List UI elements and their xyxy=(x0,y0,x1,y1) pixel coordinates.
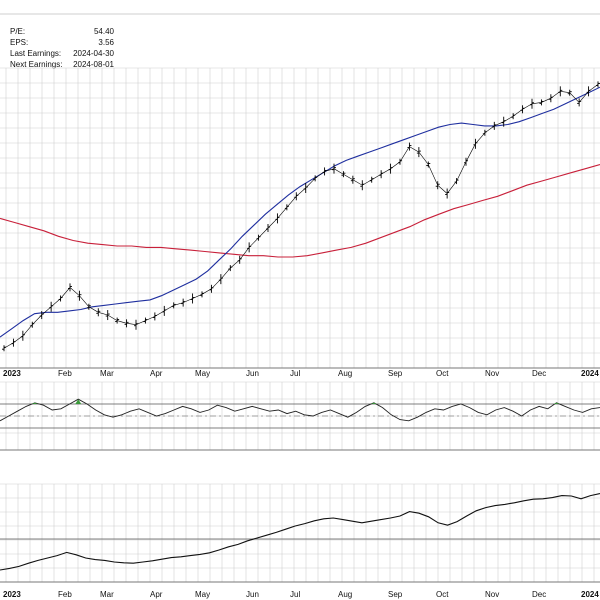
short-ma-line xyxy=(0,86,600,338)
pe-row: P/E: 54.40 xyxy=(10,26,114,37)
price-panel-grid xyxy=(0,67,600,369)
eps-label: EPS: xyxy=(10,38,29,47)
rsi-overbought-fill xyxy=(370,402,377,404)
relative-line xyxy=(0,493,600,571)
relative-x-tick-label: Apr xyxy=(150,590,163,599)
last-earnings-label: Last Earnings: xyxy=(10,49,62,58)
stats-panel: P/E: 54.40 EPS: 3.56 Last Earnings: 2024… xyxy=(10,26,114,70)
relative-x-tick-label: Feb xyxy=(58,590,72,599)
price-panel-series xyxy=(0,81,600,352)
price-x-tick-label: Apr xyxy=(150,369,163,378)
relative-x-tick-label: 2023 xyxy=(3,590,21,599)
price-x-tick-label: 2023 xyxy=(3,369,21,378)
next-earnings-row: Next Earnings: 2024-08-01 xyxy=(10,59,114,70)
last-earnings-row: Last Earnings: 2024-04-30 xyxy=(10,48,114,59)
relative-x-tick-label: Oct xyxy=(436,590,449,599)
relative-x-tick-label: Aug xyxy=(338,590,352,599)
rsi-overbought-fill xyxy=(31,402,38,404)
relative-x-tick-label: Jul xyxy=(290,590,300,599)
price-x-tick-label: Aug xyxy=(338,369,352,378)
long-ma-line xyxy=(0,163,600,258)
relative-x-tick-label: 2024 xyxy=(581,590,599,599)
price-x-tick-label: Jul xyxy=(290,369,300,378)
price-x-tick-label: Nov xyxy=(485,369,499,378)
rsi-overbought-fill xyxy=(75,399,82,404)
eps-row: EPS: 3.56 xyxy=(10,37,114,48)
price-x-tick-label: Dec xyxy=(532,369,546,378)
next-earnings-value: 2024-08-01 xyxy=(73,60,114,69)
relative-panel-x-axis: 2023 Feb Mar Apr May Jun Jul Aug Sep Oct Nov Dec 202… xyxy=(3,590,599,599)
price-line xyxy=(3,84,599,349)
price-x-tick-label: Mar xyxy=(100,369,114,378)
pe-value: 54.40 xyxy=(93,27,114,36)
relative-panel-series xyxy=(0,493,600,571)
relative-x-tick-label: Dec xyxy=(532,590,546,599)
relative-x-tick-label: Nov xyxy=(485,590,499,599)
relative-x-tick-label: Sep xyxy=(388,590,403,599)
price-x-tick-label: 2024 xyxy=(581,369,599,378)
pe-label: P/E: xyxy=(10,27,26,36)
relative-x-tick-label: May xyxy=(195,590,210,599)
rsi-line xyxy=(0,398,600,422)
last-earnings-value: 2024-04-30 xyxy=(73,49,114,58)
price-x-tick-label: Sep xyxy=(388,369,403,378)
price-x-tick-label: Jun xyxy=(246,369,259,378)
rsi-overbought-fill xyxy=(553,402,560,404)
rsi-panel-series xyxy=(0,398,600,429)
price-panel-x-axis: 2023 Feb Mar Apr May Jun Jul Aug Sep Oct Nov Dec 202… xyxy=(3,369,599,378)
relative-x-tick-label: Jun xyxy=(246,590,259,599)
price-x-tick-label: Oct xyxy=(436,369,449,378)
relative-x-tick-label: Mar xyxy=(100,590,114,599)
eps-value: 3.56 xyxy=(98,38,114,47)
relative-panel-grid xyxy=(0,483,600,583)
next-earnings-label: Next Earnings: xyxy=(10,60,63,69)
price-x-tick-label: May xyxy=(195,369,210,378)
price-x-tick-label: Feb xyxy=(58,369,72,378)
